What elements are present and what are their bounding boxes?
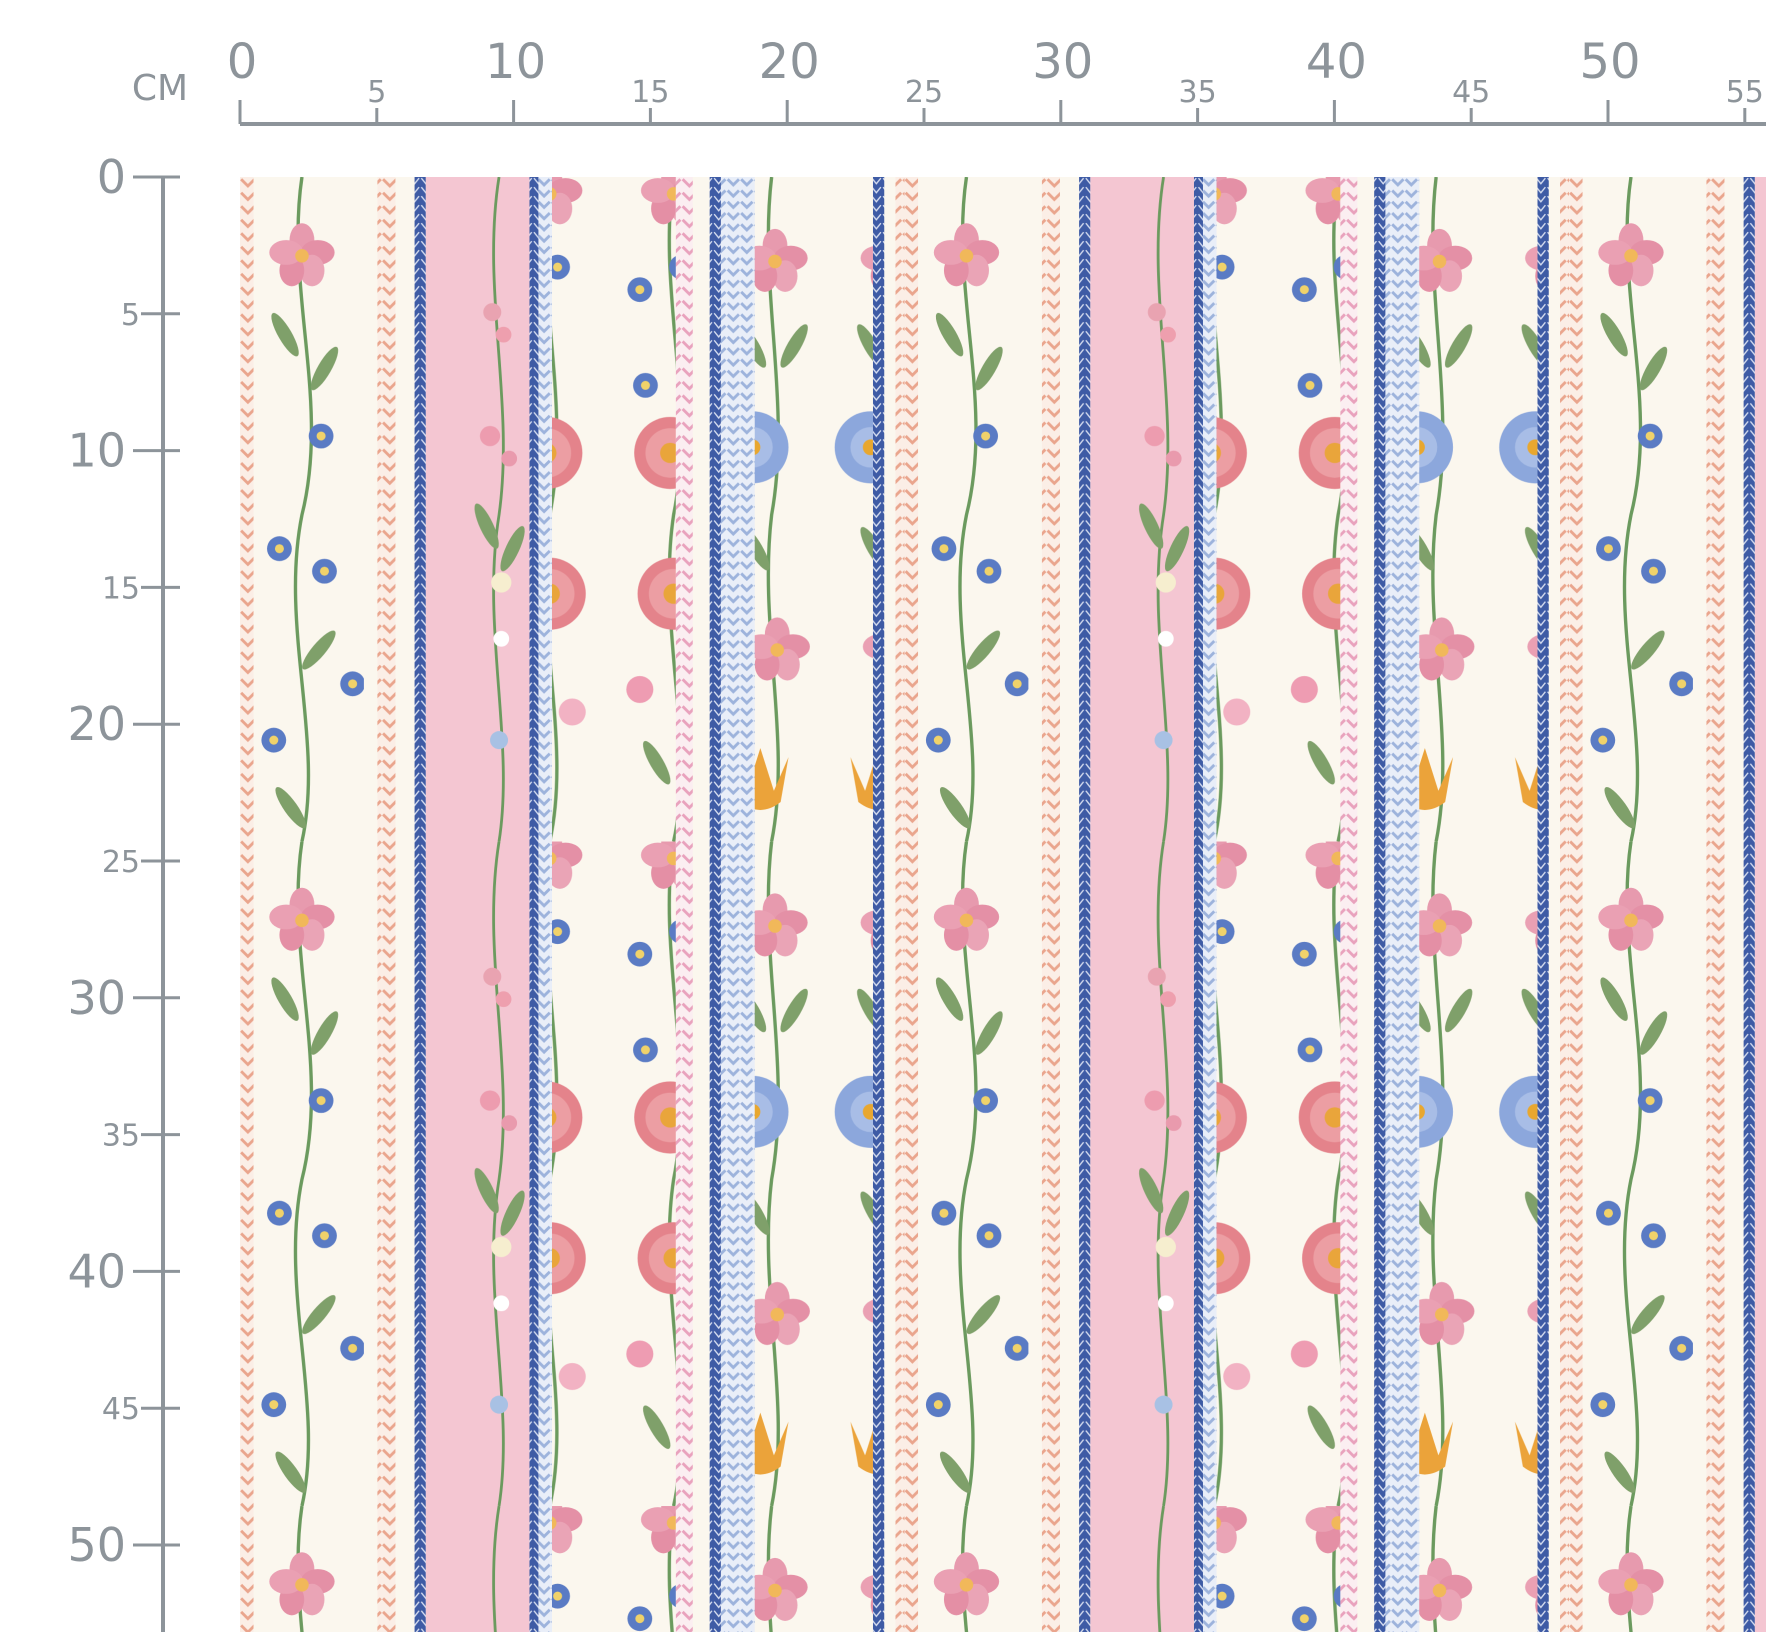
x-tick-label: 30 — [1032, 34, 1093, 90]
x-tick-label: 40 — [1306, 34, 1367, 90]
y-tick-label: 5 — [121, 298, 140, 333]
y-tick-label: 10 — [67, 424, 126, 478]
fabric — [240, 177, 1766, 1632]
x-tick-label: 50 — [1579, 34, 1640, 90]
y-tick-label: 35 — [102, 1119, 140, 1154]
unit-label: CM — [132, 68, 188, 109]
x-tick-label: 25 — [905, 75, 943, 110]
x-tick-label: 10 — [485, 34, 546, 90]
x-tick-label: 15 — [631, 75, 669, 110]
ruler-band — [0, 177, 240, 1632]
y-tick-label: 20 — [67, 697, 126, 751]
x-tick-label: 0 — [227, 34, 258, 90]
ruler-ticks: 0 5 10 15 20 25 30 35 40 45 50 55 0 5 10 15 20 25 30 35 40 45… — [67, 34, 1763, 1572]
y-tick-label: 15 — [102, 571, 140, 606]
x-tick-label: 55 — [1726, 75, 1764, 110]
y-tick-label: 25 — [102, 845, 140, 880]
y-tick-label: 45 — [102, 1392, 140, 1427]
ruler-band — [0, 0, 1766, 177]
x-tick-label: 5 — [367, 75, 386, 110]
x-tick-label: 20 — [759, 34, 820, 90]
x-tick-label: 35 — [1179, 75, 1217, 110]
y-tick-label: 40 — [67, 1244, 126, 1298]
y-tick-label: 50 — [67, 1518, 126, 1572]
y-tick-label: 30 — [67, 971, 126, 1025]
x-tick-label: 45 — [1452, 75, 1490, 110]
y-tick-label: 0 — [97, 150, 126, 204]
